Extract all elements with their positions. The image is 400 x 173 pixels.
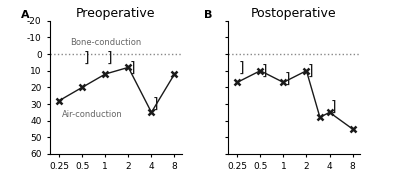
- Text: ]: ]: [152, 97, 160, 111]
- Title: Postoperative: Postoperative: [251, 7, 337, 20]
- Text: ]: ]: [306, 64, 315, 78]
- Text: B: B: [204, 10, 213, 20]
- Text: ]: ]: [330, 100, 338, 114]
- Text: ]: ]: [237, 60, 246, 74]
- Text: ]: ]: [105, 50, 114, 64]
- Text: Bone-conduction: Bone-conduction: [70, 38, 142, 47]
- Text: ]: ]: [260, 64, 269, 78]
- Text: ]: ]: [128, 60, 137, 74]
- Text: ]: ]: [283, 72, 292, 86]
- Title: Preoperative: Preoperative: [76, 7, 156, 20]
- Text: ]: ]: [82, 50, 90, 64]
- Text: A: A: [21, 10, 30, 20]
- Text: Air-conduction: Air-conduction: [62, 110, 122, 119]
